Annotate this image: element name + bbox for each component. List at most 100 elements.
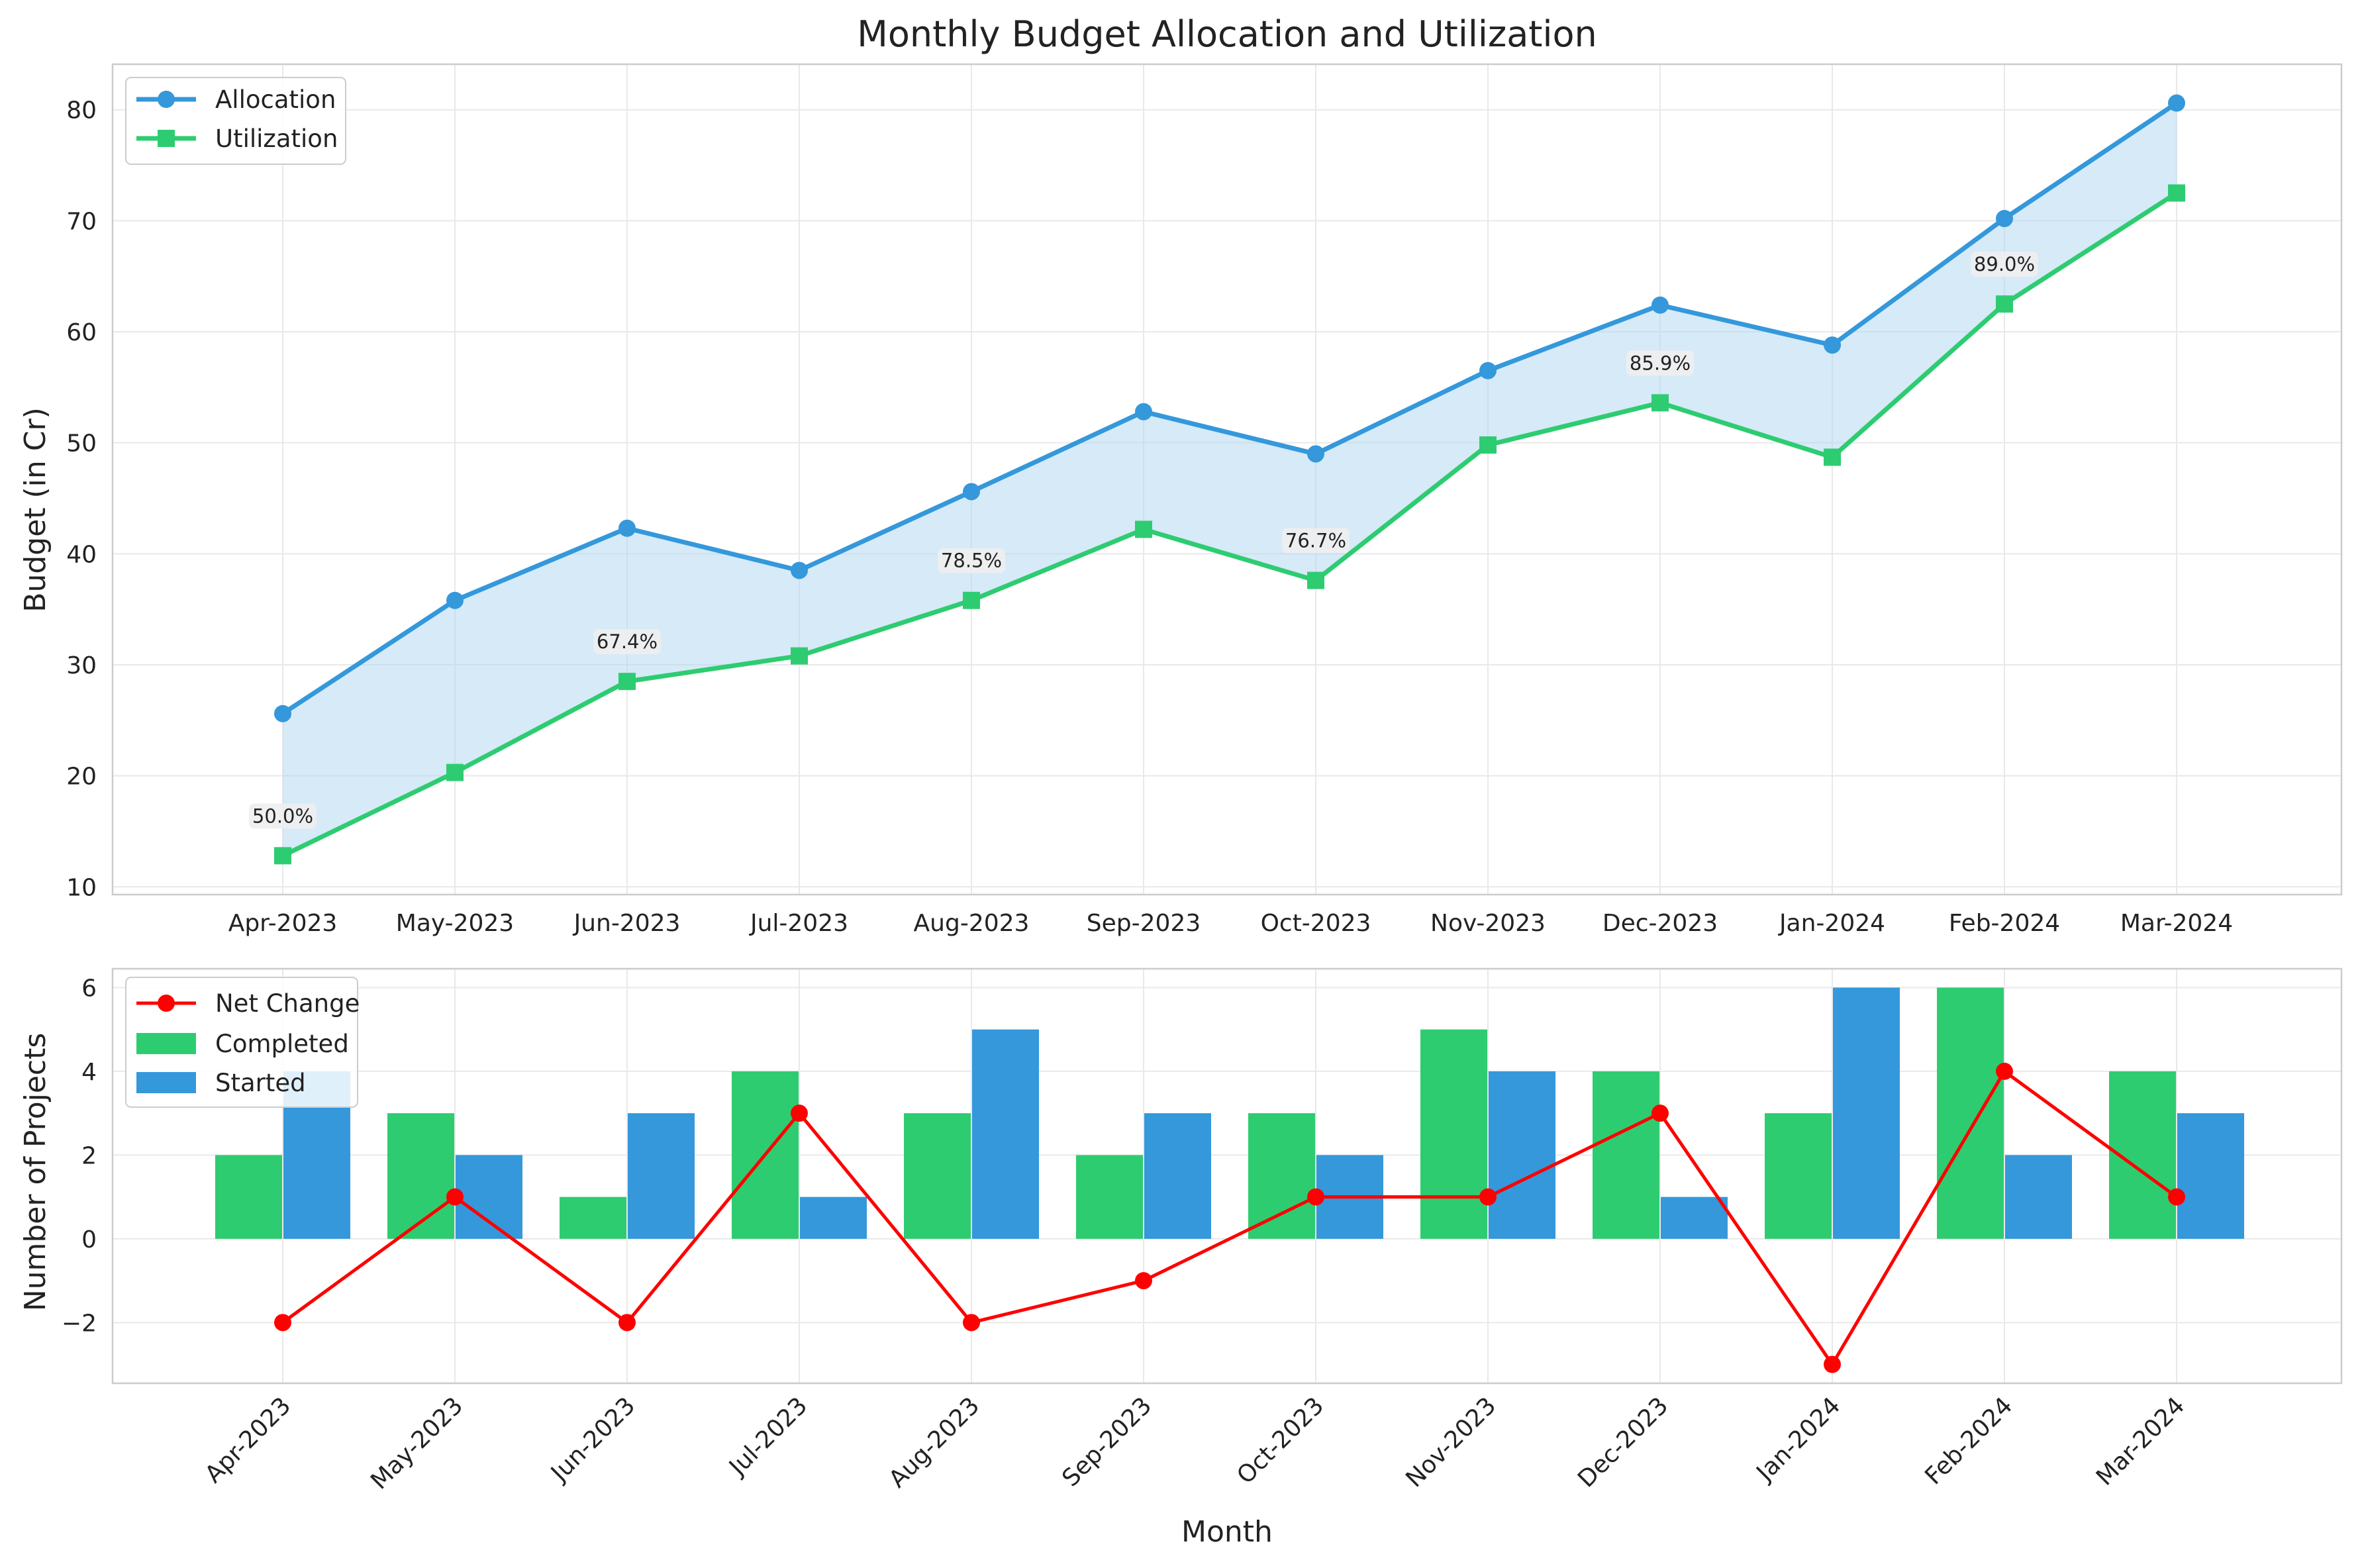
budget-y-tick-1: 20 bbox=[66, 763, 97, 791]
budget-x-tick-1: May-2023 bbox=[396, 910, 514, 937]
projects-y-ticks: −2 0 2 4 6 bbox=[62, 975, 97, 1337]
projects-y-tick-4: 6 bbox=[81, 975, 97, 1002]
started-bar-1 bbox=[456, 1155, 522, 1239]
completed-bar-10 bbox=[1937, 987, 2004, 1239]
allocation-point-6 bbox=[1307, 445, 1324, 463]
budget-chart: Monthly Budget Allocation and Utilizatio… bbox=[19, 13, 2343, 937]
net-change-point-0 bbox=[274, 1314, 291, 1332]
legend-allocation-marker bbox=[158, 91, 175, 108]
budget-x-ticks: Apr-2023 May-2023 Jun-2023 Jul-2023 Aug-2023… bbox=[228, 910, 2233, 937]
budget-lines bbox=[274, 94, 2185, 865]
allocation-point-4 bbox=[963, 483, 980, 501]
utilization-point-0 bbox=[274, 847, 291, 865]
legend-net-change-marker bbox=[158, 995, 175, 1012]
utilization-point-4 bbox=[963, 591, 980, 609]
budget-x-tick-11: Mar-2024 bbox=[2120, 910, 2233, 937]
utilization-point-11 bbox=[2168, 184, 2185, 202]
utilization-line bbox=[281, 191, 2178, 858]
legend-net-change-label: Net Change bbox=[215, 989, 360, 1018]
started-bar-10 bbox=[2005, 1155, 2072, 1239]
allocation-utilization-gap-area bbox=[283, 103, 2177, 856]
budget-y-tick-7: 80 bbox=[66, 97, 97, 124]
allocation-point-7 bbox=[1479, 362, 1497, 379]
budget-y-tick-3: 40 bbox=[66, 541, 97, 568]
annotation-label-0: 50.0% bbox=[252, 805, 313, 827]
budget-x-tick-2: Jun-2023 bbox=[573, 910, 681, 937]
legend-started-label: Started bbox=[215, 1069, 306, 1097]
budget-plot-frame bbox=[111, 63, 2343, 896]
projects-y-tick-1: 0 bbox=[81, 1226, 97, 1253]
net-change-point-3 bbox=[791, 1104, 808, 1122]
budget-x-tick-10: Feb-2024 bbox=[1949, 910, 2060, 937]
started-bar-4 bbox=[972, 1029, 1039, 1239]
annotation-box-1 bbox=[593, 629, 661, 655]
budget-y-tick-4: 50 bbox=[66, 430, 97, 458]
allocation-point-9 bbox=[1824, 336, 1841, 354]
completed-bar-1 bbox=[387, 1113, 454, 1239]
budget-x-tick-8: Dec-2023 bbox=[1602, 910, 1718, 937]
utilization-point-5 bbox=[1135, 520, 1152, 538]
budget-chart-title: Monthly Budget Allocation and Utilizatio… bbox=[857, 13, 1597, 55]
budget-x-tick-7: Nov-2023 bbox=[1430, 910, 1546, 937]
completed-bar-2 bbox=[560, 1197, 626, 1239]
budget-y-ticks: 10 20 30 40 50 60 70 80 bbox=[66, 97, 97, 902]
allocation-line bbox=[281, 101, 2178, 716]
projects-y-tick-3: 4 bbox=[81, 1059, 97, 1086]
annotation-label-3: 76.7% bbox=[1285, 530, 1346, 552]
annotation-box-3 bbox=[1282, 528, 1350, 554]
annotation-label-2: 78.5% bbox=[941, 550, 1002, 572]
completed-bar-7 bbox=[1420, 1029, 1487, 1239]
completed-bar-8 bbox=[1593, 1071, 1659, 1239]
projects-plot-frame bbox=[111, 967, 2343, 1385]
projects-legend: Net Change Completed Started bbox=[125, 977, 360, 1108]
legend-utilization-label: Utilization bbox=[215, 124, 338, 153]
started-bar-9 bbox=[1833, 987, 1900, 1239]
budget-legend: Allocation Utilization bbox=[125, 77, 346, 165]
budget-x-tick-9: Jan-2024 bbox=[1778, 910, 1885, 937]
budget-x-tick-4: Aug-2023 bbox=[914, 910, 1030, 937]
budget-y-tick-6: 70 bbox=[66, 208, 97, 235]
net-change-point-4 bbox=[963, 1314, 980, 1332]
utilization-annotations: 50.0% 67.4% 78.5% 76.7% 85.9% 89.0% bbox=[249, 252, 2038, 829]
budget-fill-area bbox=[283, 103, 2177, 856]
projects-y-tick-2: 2 bbox=[81, 1142, 97, 1169]
allocation-point-5 bbox=[1135, 403, 1152, 420]
utilization-point-3 bbox=[791, 647, 808, 665]
net-change-point-9 bbox=[1824, 1355, 1841, 1373]
legend-allocation-label: Allocation bbox=[215, 85, 336, 114]
allocation-point-3 bbox=[791, 562, 808, 579]
started-bar-5 bbox=[1144, 1113, 1211, 1239]
budget-y-axis-label: Budget (in Cr) bbox=[19, 407, 52, 612]
net-change-point-5 bbox=[1135, 1272, 1152, 1290]
completed-bar-4 bbox=[904, 1113, 971, 1239]
started-bar-2 bbox=[628, 1113, 695, 1239]
utilization-point-8 bbox=[1651, 394, 1669, 412]
net-change-point-6 bbox=[1307, 1188, 1324, 1206]
net-change-point-2 bbox=[618, 1314, 636, 1332]
utilization-point-9 bbox=[1824, 448, 1841, 466]
annotation-box-2 bbox=[938, 548, 1005, 573]
completed-bar-9 bbox=[1765, 1113, 1832, 1239]
allocation-point-0 bbox=[274, 705, 291, 722]
utilization-point-6 bbox=[1307, 571, 1324, 589]
utilization-point-7 bbox=[1479, 436, 1497, 454]
net-change-point-8 bbox=[1651, 1104, 1669, 1122]
completed-bar-0 bbox=[215, 1155, 282, 1239]
projects-y-tick-0: −2 bbox=[62, 1310, 97, 1337]
allocation-point-1 bbox=[446, 591, 464, 609]
net-change-point-11 bbox=[2168, 1188, 2185, 1206]
net-change-polyline bbox=[281, 1069, 2178, 1367]
budget-y-tick-5: 60 bbox=[66, 319, 97, 346]
projects-y-axis-label: Number of Projects bbox=[19, 1033, 52, 1312]
budget-x-tick-0: Apr-2023 bbox=[228, 910, 338, 937]
net-change-point-1 bbox=[446, 1188, 464, 1206]
started-bar-11 bbox=[2177, 1113, 2244, 1239]
allocation-point-10 bbox=[1996, 210, 2013, 228]
annotation-label-4: 85.9% bbox=[1630, 352, 1691, 374]
annotation-label-5: 89.0% bbox=[1974, 253, 2035, 275]
budget-y-tick-2: 30 bbox=[66, 652, 97, 679]
started-bar-7 bbox=[1489, 1071, 1555, 1239]
started-bar-8 bbox=[1661, 1197, 1728, 1239]
budget-y-tick-0: 10 bbox=[66, 874, 97, 901]
net-change-point-10 bbox=[1996, 1062, 2013, 1080]
